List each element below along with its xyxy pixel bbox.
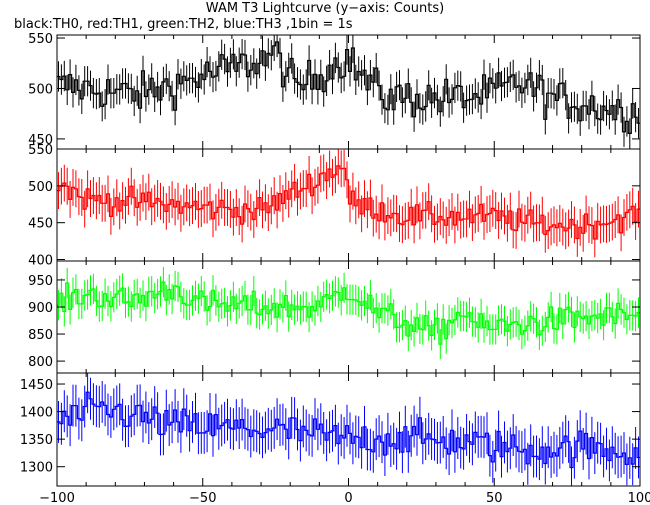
x-tick-label: 100	[628, 491, 650, 505]
y-tick-label: 400	[28, 254, 53, 269]
y-tick-label: 900	[28, 301, 53, 316]
y-tick-label: 450	[28, 133, 53, 148]
y-tick-label: 500	[28, 180, 53, 195]
x-tick-label: 0	[344, 491, 352, 505]
series-th2	[57, 266, 640, 360]
step-line-th2	[57, 281, 640, 345]
y-tick-label: 950	[28, 274, 53, 289]
error-bars-th2	[58, 266, 639, 360]
y-tick-label: 500	[28, 82, 53, 97]
y-tick-label: 550	[28, 143, 53, 158]
y-tick-label: 1400	[20, 406, 53, 421]
series-th1	[57, 149, 640, 258]
series-th3	[57, 373, 640, 486]
y-tick-label: 1450	[20, 378, 53, 393]
panel-th1: 400 450 500 550	[28, 143, 641, 269]
x-tick-label: −100	[39, 491, 75, 505]
error-bars-th0	[58, 35, 639, 149]
y-tick-label: 450	[28, 217, 53, 232]
panel-th3: 1300 1350 1400 1450	[20, 372, 641, 487]
panel-th2: 800 850 900 950	[28, 260, 641, 374]
y-tick-label: 1350	[20, 433, 53, 448]
chart-subtitle: black:TH0, red:TH1, green:TH2, blue:TH3 …	[14, 17, 353, 32]
step-line-th0	[57, 41, 640, 134]
x-tick-label: 50	[486, 491, 503, 505]
x-tick-label: −50	[189, 491, 216, 505]
series-th0	[57, 35, 640, 149]
panel-th0: 450 500 550	[28, 32, 641, 150]
panel-frame	[56, 148, 641, 262]
y-tick-label: 1300	[20, 461, 53, 476]
y-tick-label: 800	[28, 355, 53, 370]
step-line-th3	[57, 391, 640, 469]
y-tick-label: 850	[28, 328, 53, 343]
y-tick-label: 550	[28, 32, 53, 47]
chart-title: WAM T3 Lightcurve (y−axis: Counts)	[205, 1, 445, 16]
step-line-th1	[57, 165, 640, 240]
